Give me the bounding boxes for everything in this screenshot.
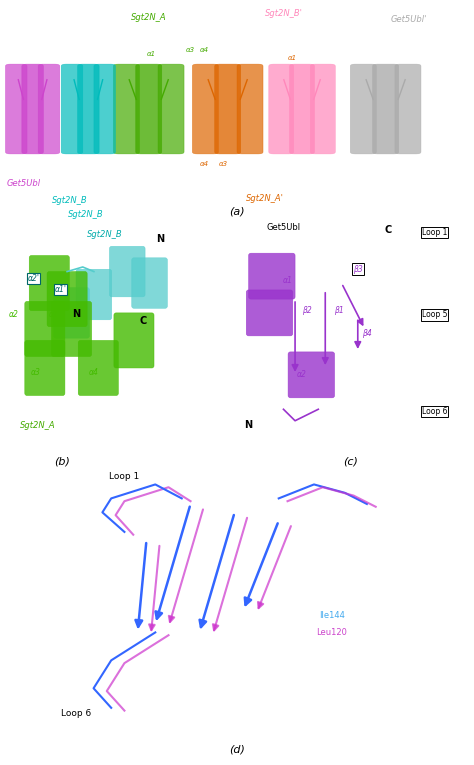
Text: (a): (a) [229,206,245,216]
FancyBboxPatch shape [61,64,83,154]
Text: α1: α1 [49,311,59,320]
FancyBboxPatch shape [158,64,184,154]
FancyBboxPatch shape [38,64,60,154]
FancyBboxPatch shape [22,64,44,154]
Text: β2: β2 [302,306,311,315]
Text: α3: α3 [186,47,195,54]
FancyBboxPatch shape [395,64,421,154]
Text: Leu120: Leu120 [316,628,347,637]
Text: Ile144: Ile144 [319,611,345,620]
Text: Get5Ubl: Get5Ubl [6,179,40,187]
FancyBboxPatch shape [25,301,65,356]
FancyBboxPatch shape [114,313,154,368]
FancyBboxPatch shape [290,64,314,154]
FancyBboxPatch shape [76,269,112,320]
Text: Sgt2N_A: Sgt2N_A [20,421,56,430]
Text: α2': α2' [27,274,40,283]
Text: α2: α2 [297,370,307,379]
FancyBboxPatch shape [47,272,87,327]
Text: Get5Ubl': Get5Ubl' [391,15,427,24]
FancyBboxPatch shape [78,340,118,396]
Text: β4: β4 [362,329,372,338]
Text: α1: α1 [288,55,297,61]
Text: α3: α3 [219,161,228,167]
Text: β1: β1 [334,306,344,315]
Text: (b): (b) [54,456,70,467]
FancyBboxPatch shape [246,290,293,336]
Text: α4: α4 [200,161,209,167]
Text: (c): (c) [343,456,358,467]
Text: Sgt2N_A: Sgt2N_A [131,13,166,22]
FancyBboxPatch shape [113,64,139,154]
Text: Loop 1: Loop 1 [422,228,447,237]
FancyBboxPatch shape [373,64,399,154]
FancyBboxPatch shape [248,253,295,299]
Text: Loop 5: Loop 5 [422,311,447,320]
Text: β3: β3 [353,265,363,274]
Text: N: N [156,234,165,244]
Text: α2: α2 [9,311,18,320]
FancyBboxPatch shape [78,64,99,154]
FancyBboxPatch shape [310,64,335,154]
FancyBboxPatch shape [350,64,376,154]
FancyBboxPatch shape [94,64,116,154]
Text: Sgt2N_A': Sgt2N_A' [246,194,284,203]
Text: Loop 1: Loop 1 [109,472,139,481]
Text: Get5Ubl: Get5Ubl [266,223,301,233]
FancyBboxPatch shape [109,246,145,297]
Text: α1: α1 [283,276,293,285]
Text: C: C [139,317,146,327]
FancyBboxPatch shape [237,64,263,154]
FancyBboxPatch shape [192,64,219,154]
FancyBboxPatch shape [132,258,167,308]
FancyBboxPatch shape [52,301,91,356]
Text: (d): (d) [229,744,245,755]
Text: Loop 6: Loop 6 [422,407,447,416]
Text: N: N [245,420,253,430]
FancyBboxPatch shape [29,256,69,311]
FancyBboxPatch shape [215,64,241,154]
Text: α3: α3 [31,368,41,377]
FancyBboxPatch shape [269,64,294,154]
Text: Loop 6: Loop 6 [61,709,91,718]
Text: α1: α1 [146,51,155,57]
FancyBboxPatch shape [288,352,335,398]
FancyBboxPatch shape [136,64,162,154]
Text: α1': α1' [55,285,66,295]
Text: Sgt2N_B: Sgt2N_B [87,230,123,239]
Text: N: N [72,310,80,320]
FancyBboxPatch shape [6,64,27,154]
Text: C: C [384,225,392,235]
Text: Sgt2N_B: Sgt2N_B [52,196,88,205]
Text: α4: α4 [200,47,209,54]
FancyBboxPatch shape [54,288,90,338]
FancyBboxPatch shape [25,340,65,396]
Text: α4: α4 [89,368,99,377]
Text: Sgt2N_B: Sgt2N_B [67,210,103,219]
Text: Sgt2N_B': Sgt2N_B' [264,9,302,18]
